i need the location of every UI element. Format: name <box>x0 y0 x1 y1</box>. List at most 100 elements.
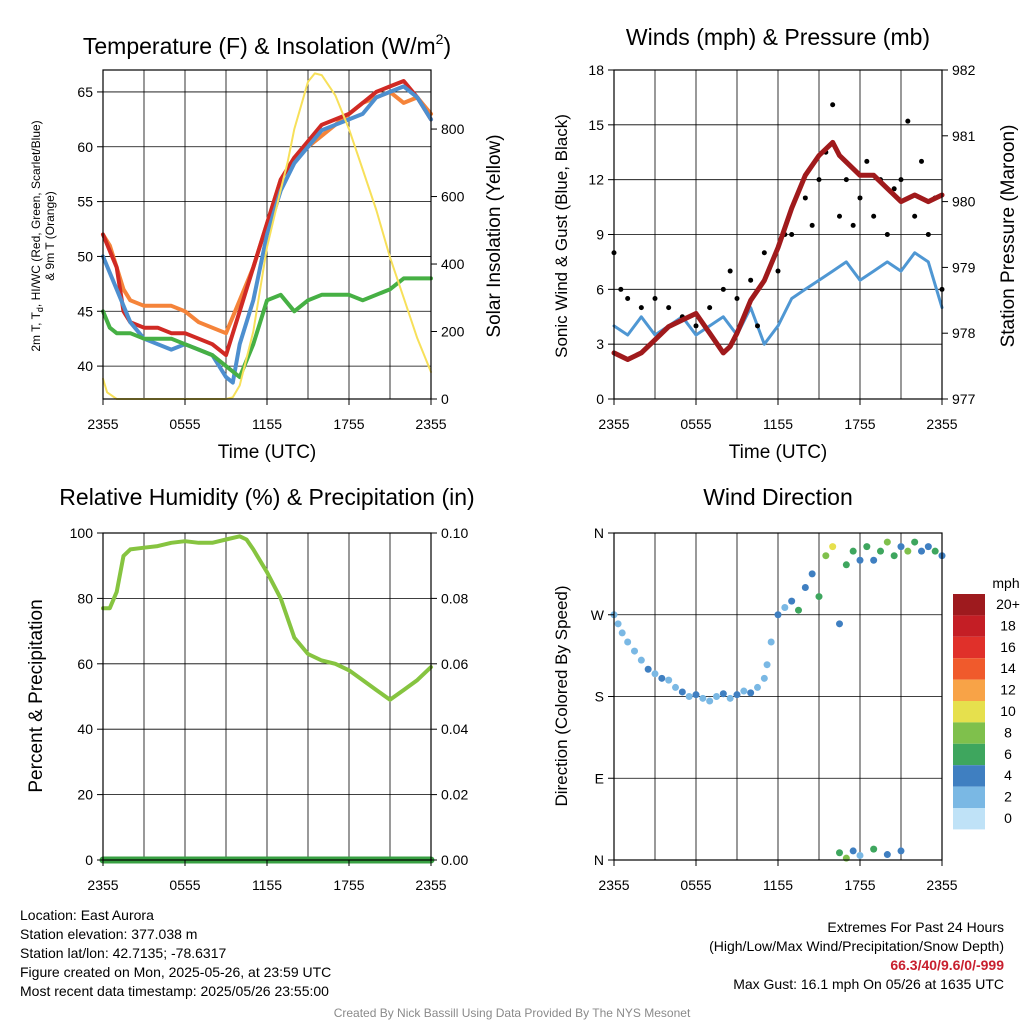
temperature-ytick-label: 55 <box>77 194 93 210</box>
gust-point <box>864 158 870 164</box>
temperature-xtick-label: 2355 <box>87 416 118 432</box>
direction-point <box>801 584 809 591</box>
winds-plot-area: 2355 0555 1155 1755 2355 0 3 6 9 12 15 18 977 978 979 9… <box>588 62 975 432</box>
direction-point <box>890 552 898 560</box>
direction-point <box>877 547 884 555</box>
winds-ytick-label: 15 <box>588 117 604 133</box>
winds-y2tick-label: 980 <box>952 194 976 210</box>
latlon-text: Station lat/lon: 42.7135; -78.6317 <box>20 945 227 961</box>
extremes-title: Extremes For Past 24 Hours <box>827 919 1004 935</box>
direction-point <box>924 543 932 551</box>
legend-label: 2 <box>1004 789 1012 805</box>
legend-swatch <box>953 636 985 659</box>
gust-point <box>748 277 754 283</box>
humidity-y2tick-label: 0.06 <box>441 656 468 672</box>
winds-xtick-label: 0555 <box>680 416 711 432</box>
direction-point <box>624 638 632 646</box>
direction-xtick-label: 2355 <box>598 877 629 893</box>
winds-panel: Winds (mph) & Pressure (mb) Sonic Wind &… <box>552 24 1019 463</box>
extremes-info: Extremes For Past 24 Hours (High/Low/Max… <box>709 918 1004 994</box>
gust-point <box>638 305 644 311</box>
legend-label: 12 <box>1000 682 1016 698</box>
direction-point <box>665 676 673 684</box>
direction-point <box>849 847 857 855</box>
direction-point <box>849 547 857 555</box>
gust-point <box>734 295 740 301</box>
winds-y2tick-label: 981 <box>952 128 976 144</box>
temperature-xlabel: Time (UTC) <box>218 442 317 463</box>
direction-point <box>733 691 741 699</box>
humidity-plot-area: 2355 0555 1155 1755 2355 0 20 40 60 80 100 0.00 0.02… <box>70 525 469 893</box>
legend-swatch <box>953 679 985 701</box>
direction-point <box>651 670 659 678</box>
direction-xtick-label: 2355 <box>926 877 957 893</box>
direction-point <box>644 665 652 673</box>
gust-point <box>802 195 808 201</box>
gust-point <box>727 268 733 274</box>
temperature-panel: Temperature (F) & Insolation (W/m2) 2m T… <box>29 31 505 463</box>
winds-y2label: Station Pressure (Maroon) <box>998 125 1019 348</box>
direction-point <box>767 638 775 646</box>
legend-label: 0 <box>1004 810 1012 826</box>
humidity-ytick-label: 60 <box>77 656 93 672</box>
legend-swatch <box>953 594 985 616</box>
gust-point <box>843 177 849 183</box>
gust-point <box>871 213 877 219</box>
direction-xtick-label: 0555 <box>680 877 711 893</box>
gust-point <box>837 213 842 219</box>
winds-title: Winds (mph) & Pressure (mb) <box>626 24 930 50</box>
winds-ylabel: Sonic Wind & Gust (Blue, Black) <box>552 114 571 358</box>
winds-xtick-label: 1755 <box>844 416 875 432</box>
gust-point <box>919 158 924 164</box>
legend-swatch <box>953 722 985 744</box>
humidity-xtick-label: 1755 <box>333 877 364 893</box>
direction-point <box>774 611 782 619</box>
direction-ylabel: Direction (Colored By Speed) <box>552 585 571 806</box>
direction-ytick-label: N <box>594 525 604 541</box>
direction-point <box>672 683 679 691</box>
direction-point <box>618 629 626 637</box>
gust-point <box>618 286 624 292</box>
direction-point <box>863 543 871 551</box>
direction-point <box>678 688 686 696</box>
legend-swatch <box>953 743 985 766</box>
direction-point <box>763 661 771 669</box>
humidity-xtick-label: 2355 <box>87 877 118 893</box>
gust-point <box>925 232 931 237</box>
winds-ytick-label: 9 <box>596 227 604 243</box>
direction-point <box>822 552 830 560</box>
winds-xtick-label: 2355 <box>598 416 629 432</box>
legend-swatch <box>953 701 985 723</box>
gust-point <box>775 268 781 274</box>
direction-point <box>856 556 864 564</box>
legend-label: 6 <box>1004 746 1012 762</box>
direction-point <box>918 547 925 555</box>
humidity-ytick-label: 100 <box>70 525 94 541</box>
winds-y2tick-label: 978 <box>952 325 976 341</box>
gust-point <box>809 222 815 228</box>
legend-label: 14 <box>1000 660 1016 676</box>
gust-point <box>693 323 699 329</box>
direction-point <box>842 561 850 569</box>
temperature-ytick-label: 45 <box>77 303 93 319</box>
humidity-y2tick-label: 0.02 <box>441 787 468 803</box>
gust-point <box>755 323 760 329</box>
temperature-xtick-label: 0555 <box>169 416 200 432</box>
direction-point <box>904 547 912 555</box>
temperature-y2tick-label: 200 <box>441 324 465 340</box>
direction-point <box>658 674 666 682</box>
temperature-title: Temperature (F) & Insolation (W/m2) <box>83 31 451 59</box>
temperature-y2tick-label: 0 <box>441 391 449 407</box>
humidity-ytick-label: 20 <box>77 787 93 803</box>
legend-label: 4 <box>1004 767 1012 783</box>
gust-point <box>625 295 631 301</box>
gust-point <box>912 213 918 219</box>
legend-swatch <box>953 658 985 680</box>
humidity-xtick-label: 0555 <box>169 877 200 893</box>
series-temp-line <box>101 79 433 358</box>
direction-point <box>883 851 891 859</box>
direction-point <box>870 556 878 564</box>
series-pressure-line <box>611 139 945 362</box>
direction-panel: Wind Direction Direction (Colored By Spe… <box>552 484 1020 807</box>
direction-point <box>931 547 939 555</box>
